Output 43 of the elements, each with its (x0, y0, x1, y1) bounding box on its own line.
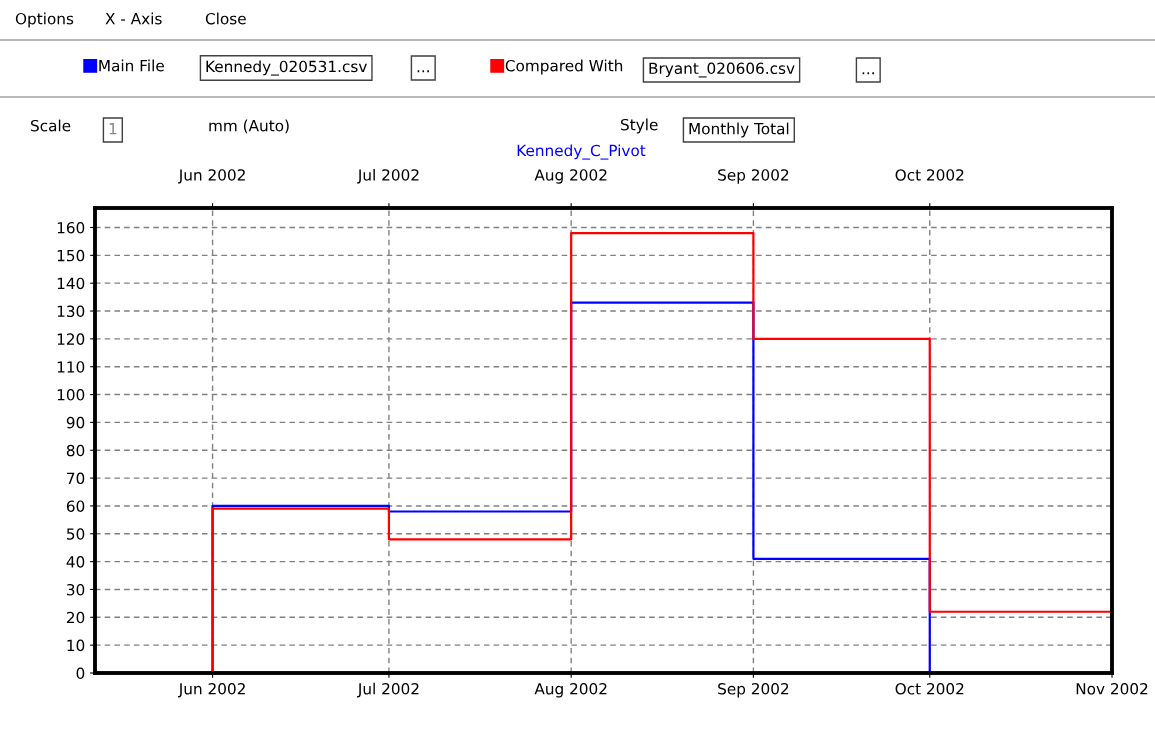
y-tick-label: 0 (76, 667, 85, 680)
x-tick-label: Aug 2002 (534, 682, 607, 698)
x-tick-label: Jun 2002 (177, 682, 245, 698)
legend-label: Compared With (505, 59, 623, 75)
text: Monthly Total (689, 122, 789, 138)
y-tick-label: 160 (57, 221, 85, 234)
y-tick-label: 140 (57, 277, 85, 290)
chart-title: Kennedy_C_Pivot (517, 144, 646, 160)
text: Scale (31, 119, 71, 132)
text: ... (862, 72, 874, 75)
y-tick-label: 20 (66, 611, 85, 624)
y-tick-label: 150 (57, 249, 85, 262)
text: Style (621, 118, 658, 134)
x-tick-label: Jul 2002 (357, 682, 419, 698)
text: Bryant_020606.csv (649, 62, 795, 78)
legend-label: Main File (99, 59, 164, 72)
text: Kennedy_020531.csv (206, 60, 367, 76)
y-tick-label: 90 (66, 416, 85, 429)
y-tick-label: 100 (57, 389, 85, 401)
y-tick-label: 120 (57, 333, 85, 345)
x-tick-label: Oct 2002 (895, 682, 964, 695)
y-tick-label: 70 (67, 472, 85, 485)
text: Options (15, 12, 74, 28)
text: ... (417, 70, 429, 73)
x2-tick-label: Aug 2002 (534, 169, 607, 184)
y-tick-label: 130 (57, 305, 85, 318)
text: 1 (109, 123, 117, 135)
y-tick-label: 110 (57, 361, 85, 373)
text: mm (Auto) (209, 119, 289, 134)
x-tick-label: Nov 2002 (1076, 682, 1148, 695)
y-tick-label: 50 (67, 528, 85, 540)
y-tick-label: 80 (66, 444, 85, 457)
x2-tick-label: Jun 2002 (177, 169, 245, 184)
x2-tick-label: Sep 2002 (718, 169, 789, 184)
x2-tick-label: Jul 2002 (357, 168, 419, 184)
text: Close (205, 12, 246, 25)
x2-tick-label: Oct 2002 (895, 169, 964, 181)
y-tick-label: 30 (67, 583, 85, 596)
y-tick-label: 60 (66, 500, 85, 512)
x-tick-label: Sep 2002 (718, 682, 789, 698)
y-tick-label: 40 (66, 556, 85, 568)
text: X - Axis (105, 12, 162, 25)
y-tick-label: 10 (67, 639, 85, 652)
